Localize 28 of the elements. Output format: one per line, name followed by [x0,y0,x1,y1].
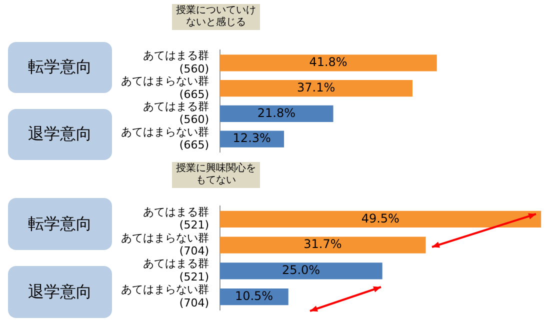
text: 退学意向 [8,109,112,160]
bar [220,54,437,72]
y-tick-label: あてはまる群 (560) [143,100,209,126]
data-label: 37.1% [297,80,336,94]
data-label: 12.3% [232,131,271,146]
bar [220,236,426,254]
y-tick-label: あてはまらない群 (704) [121,231,209,258]
data-label: 25.0% [282,263,320,278]
y-tick-label: あてはまる群 (521) [143,205,209,232]
bar [220,210,542,228]
data-label: 41.8% [309,55,348,70]
text: 転学意向 [8,198,112,250]
y-tick-label: あてはまる群 (560) [143,49,209,76]
y-tick-label: あてはまらない群 (665) [121,74,209,101]
text: 転学意向 [8,42,112,93]
text: 退学意向 [8,266,112,318]
bar [220,80,413,97]
bar [220,262,382,280]
data-label: 31.7% [304,237,342,252]
y-tick-label: あてはまらない群 (665) [121,125,209,152]
data-label: 10.5% [234,288,274,303]
y-tick-label: あてはまらない群 (704) [121,283,209,310]
bar [220,105,334,122]
data-label: 21.8% [257,106,296,120]
chart-title: 授業に興味関心をもてない [172,162,260,188]
y-tick-label: あてはまる群 (521) [143,257,209,284]
data-label: 49.5% [361,211,400,226]
chart-title: 授業についていけないと感じる [172,4,260,30]
